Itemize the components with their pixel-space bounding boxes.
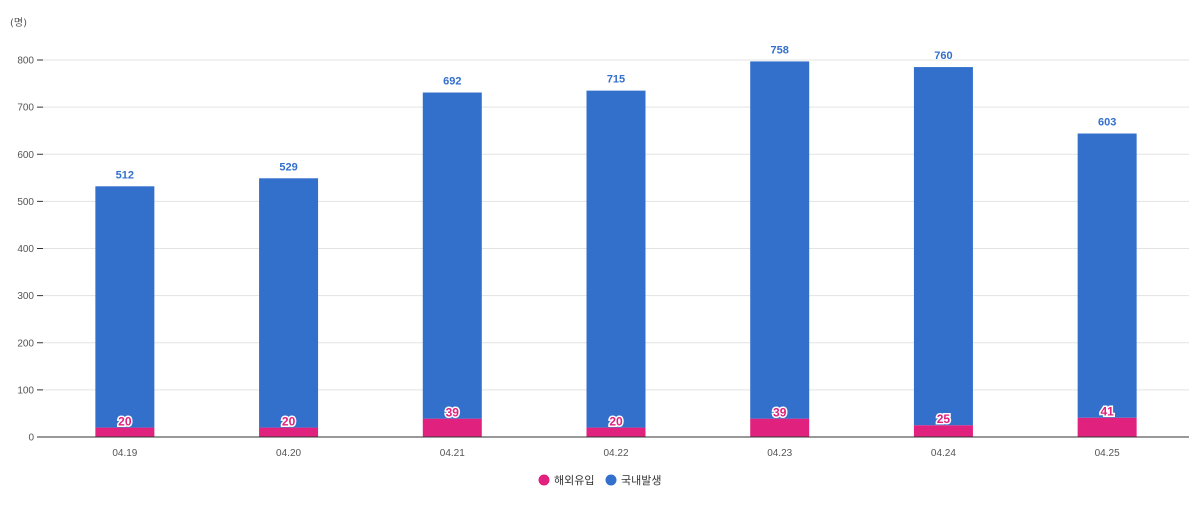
bar-overseas[interactable]: [913, 425, 973, 437]
data-label-domestic: 512: [116, 169, 134, 181]
y-tick-label: 400: [17, 244, 34, 255]
bar-overseas[interactable]: [259, 427, 319, 437]
bar-overseas[interactable]: [586, 427, 646, 437]
bar-domestic[interactable]: [95, 186, 155, 428]
data-labels: 512 20 529 20 692 39 715 20 758 39 760 25 603 41: [116, 44, 1117, 430]
data-label-overseas: 39: [446, 406, 460, 420]
bar-domestic[interactable]: [1077, 133, 1137, 418]
data-label-domestic: 529: [279, 161, 297, 173]
legend-label: 해외유입: [554, 473, 594, 487]
x-axis: 04.19 04.20 04.21 04.22 04.23 04.24 04.25: [112, 448, 1120, 459]
x-tick-label: 04.23: [767, 448, 792, 459]
bar-domestic[interactable]: [750, 61, 810, 419]
bar-domestic[interactable]: [586, 90, 646, 428]
y-axis: 0 100 200 300 400 500 600 700 800: [17, 56, 43, 444]
data-label-overseas: 25: [937, 412, 951, 426]
y-tick-label: 200: [17, 338, 34, 349]
data-label-overseas: 41: [1100, 405, 1114, 419]
data-label-overseas: 20: [118, 415, 132, 429]
legend-item[interactable]: 국내발생: [605, 474, 662, 487]
data-label-overseas: 20: [609, 415, 623, 429]
x-tick-label: 04.20: [276, 448, 301, 459]
y-tick-label: 100: [17, 385, 34, 396]
legend-marker: [538, 474, 550, 486]
bar-domestic[interactable]: [913, 67, 973, 426]
y-tick-label: 700: [17, 103, 34, 114]
bar-overseas[interactable]: [750, 418, 810, 437]
y-tick-label: 0: [28, 433, 34, 444]
x-tick-label: 04.22: [603, 448, 628, 459]
data-label-overseas: 20: [282, 415, 296, 429]
y-tick-label: 600: [17, 150, 34, 161]
bar-domestic[interactable]: [422, 92, 482, 419]
legend-item[interactable]: 해외유입: [538, 473, 595, 487]
bars: [95, 61, 1137, 437]
legend[interactable]: 해외유입 국내발생: [538, 473, 662, 487]
bar-overseas[interactable]: [95, 427, 155, 437]
x-tick-label: 04.24: [931, 448, 956, 459]
data-label-domestic: 760: [934, 50, 952, 62]
data-label-domestic: 603: [1098, 117, 1116, 129]
x-tick-label: 04.19: [112, 448, 137, 459]
y-tick-label: 300: [17, 291, 34, 302]
x-tick-label: 04.21: [440, 448, 465, 459]
data-label-domestic: 715: [607, 74, 625, 86]
data-label-domestic: 758: [771, 44, 789, 56]
bar-overseas[interactable]: [1077, 417, 1137, 437]
y-tick-label: 500: [17, 197, 34, 208]
data-label-domestic: 692: [443, 76, 461, 88]
legend-marker: [605, 474, 617, 486]
y-axis-unit-label: (명): [10, 17, 27, 29]
legend-label: 국내발생: [621, 474, 661, 487]
data-label-overseas: 39: [773, 406, 787, 420]
x-tick-label: 04.25: [1095, 448, 1120, 459]
y-tick-label: 800: [17, 56, 34, 67]
bar-overseas[interactable]: [422, 418, 482, 437]
bar-domestic[interactable]: [259, 178, 319, 428]
